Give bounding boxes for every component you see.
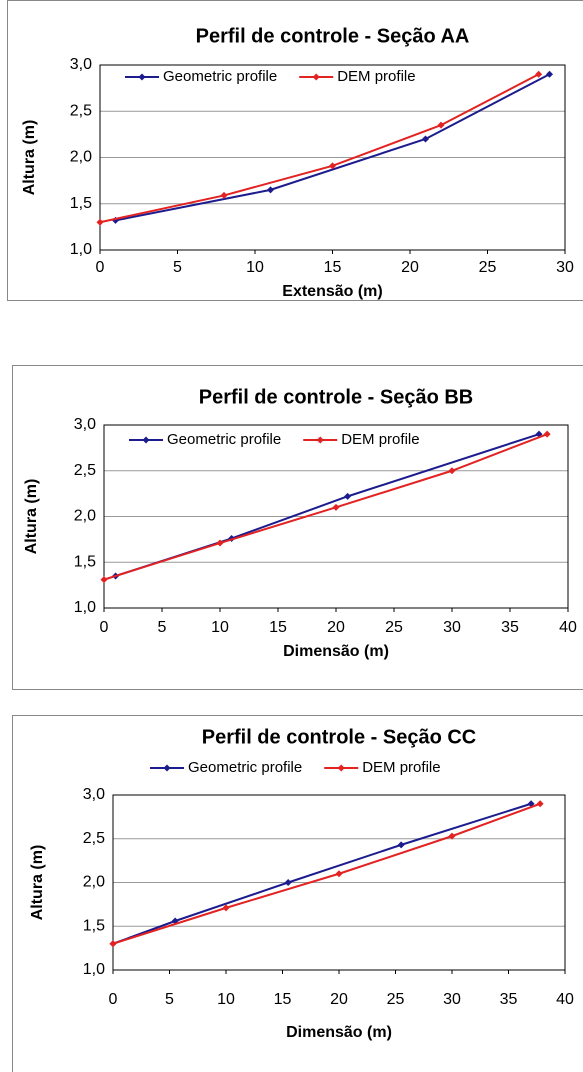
legend-label: DEM profile — [341, 431, 419, 448]
x-tick-label: 5 — [165, 991, 174, 1008]
series-line — [112, 802, 541, 945]
y-axis-label: Altura (m) — [29, 845, 46, 921]
x-tick-label: 15 — [274, 991, 292, 1008]
data-point — [437, 121, 445, 129]
y-tick-label: 1,5 — [74, 553, 96, 570]
plot-area — [99, 64, 566, 251]
chart-title: Perfil de controle - Seção CC — [202, 726, 477, 748]
chart-frame — [7, 0, 583, 301]
data-point — [546, 70, 553, 78]
y-tick-label: 2,0 — [74, 508, 96, 525]
series-line — [115, 73, 550, 222]
legend-label: DEM profile — [362, 759, 440, 776]
data-point — [220, 191, 228, 199]
legend-label: Geometric profile — [188, 759, 302, 776]
data-point — [329, 162, 336, 170]
x-axis-label: Dimensão (m) — [286, 1024, 392, 1041]
x-axis-label: Extensão (m) — [282, 283, 382, 300]
x-tick-label: 5 — [158, 619, 167, 636]
x-tick-label: 15 — [269, 619, 287, 636]
legend-label: DEM profile — [337, 68, 415, 85]
series-line — [99, 73, 540, 224]
plot-area — [112, 794, 566, 971]
chart-frame — [12, 365, 583, 690]
y-axis-label: Altura (m) — [23, 479, 40, 555]
data-point — [344, 492, 352, 500]
series-line — [115, 433, 540, 577]
x-tick-label: 30 — [443, 619, 461, 636]
y-tick-label: 1,0 — [74, 599, 96, 616]
x-tick-label: 0 — [100, 619, 109, 636]
x-tick-label: 5 — [173, 259, 182, 276]
legend-marker — [142, 436, 150, 444]
data-point — [543, 430, 551, 438]
data-point — [216, 539, 224, 547]
data-point — [267, 186, 274, 194]
y-tick-label: 1,0 — [70, 241, 92, 258]
legend-marker — [138, 73, 146, 81]
legend-marker — [316, 436, 324, 444]
x-tick-label: 15 — [324, 259, 342, 276]
x-tick-label: 10 — [246, 259, 264, 276]
legend-label: Geometric profile — [163, 68, 277, 85]
y-axis-label: Altura (m) — [21, 120, 38, 196]
data-point — [100, 576, 108, 584]
x-tick-label: 10 — [211, 619, 229, 636]
x-tick-label: 0 — [96, 259, 105, 276]
legend-marker — [312, 73, 320, 81]
y-tick-label: 3,0 — [74, 416, 96, 433]
data-point — [96, 218, 104, 226]
data-point — [422, 135, 429, 143]
y-tick-label: 2,0 — [70, 149, 92, 166]
x-tick-label: 20 — [401, 259, 419, 276]
series-line — [103, 433, 548, 581]
x-tick-label: 10 — [217, 991, 235, 1008]
x-tick-label: 25 — [479, 259, 497, 276]
y-tick-label: 3,0 — [83, 786, 105, 803]
data-point — [222, 904, 230, 912]
x-tick-label: 20 — [327, 619, 345, 636]
data-point — [109, 940, 117, 948]
x-tick-label: 25 — [387, 991, 405, 1008]
x-tick-label: 30 — [556, 259, 574, 276]
data-point — [448, 832, 456, 840]
x-tick-label: 40 — [556, 991, 574, 1008]
plot-area — [103, 424, 569, 609]
y-tick-label: 2,5 — [70, 102, 92, 119]
chart-frame — [12, 715, 583, 1072]
y-tick-label: 2,5 — [83, 830, 105, 847]
data-point — [535, 70, 543, 78]
y-tick-label: 1,0 — [83, 961, 105, 978]
chart-title: Perfil de controle - Seção BB — [199, 386, 474, 408]
data-point — [284, 879, 292, 886]
x-tick-label: 35 — [500, 991, 518, 1008]
legend-marker — [337, 764, 345, 772]
data-point — [335, 870, 343, 878]
x-axis-label: Dimensão (m) — [283, 643, 389, 660]
y-tick-label: 1,5 — [70, 195, 92, 212]
x-tick-label: 20 — [330, 991, 348, 1008]
chart-title: Perfil de controle - Seção AA — [196, 25, 470, 47]
data-point — [536, 800, 544, 808]
y-tick-label: 3,0 — [70, 56, 92, 73]
x-tick-label: 30 — [443, 991, 461, 1008]
x-tick-label: 40 — [559, 619, 577, 636]
y-tick-label: 2,5 — [74, 462, 96, 479]
legend-marker — [163, 764, 171, 772]
data-point — [397, 841, 405, 849]
x-tick-label: 25 — [385, 619, 403, 636]
legend-label: Geometric profile — [167, 431, 281, 448]
data-point — [332, 503, 340, 511]
data-point — [448, 467, 456, 475]
y-tick-label: 2,0 — [83, 874, 105, 891]
y-tick-label: 1,5 — [83, 917, 105, 934]
x-tick-label: 0 — [109, 991, 118, 1008]
x-tick-label: 35 — [501, 619, 519, 636]
